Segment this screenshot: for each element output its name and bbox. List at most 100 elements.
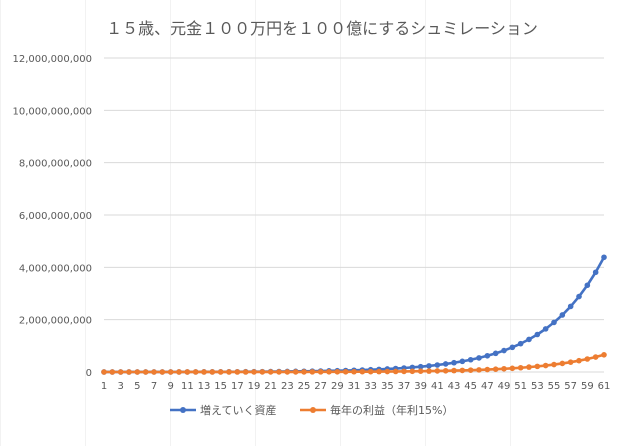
- data-point: [576, 293, 582, 300]
- data-point: [351, 368, 357, 375]
- data-point: [542, 326, 549, 332]
- x-tick-label: 25: [298, 381, 311, 392]
- data-point: [417, 368, 424, 375]
- data-point: [526, 336, 532, 343]
- series-layer: [101, 254, 607, 375]
- legend-label: 増えていく資産: [200, 404, 276, 417]
- data-point: [442, 361, 449, 367]
- x-tick-label: 53: [531, 381, 544, 392]
- x-tick-label: 31: [348, 381, 361, 392]
- data-point: [492, 366, 499, 373]
- data-point: [292, 369, 299, 375]
- data-point: [534, 363, 541, 370]
- series-line: [104, 256, 606, 374]
- legend: 増えていく資産 毎年の利益（年利15%）: [170, 403, 453, 417]
- y-tick-label: 0: [86, 368, 92, 379]
- data-point: [342, 368, 349, 375]
- x-tick-label: 61: [598, 381, 611, 392]
- x-tick-label: 29: [331, 381, 344, 392]
- data-point: [176, 369, 182, 375]
- chart-title: １５歳、元金１００万円を１００億にするシュミレーション: [106, 19, 538, 38]
- x-tick-label: 21: [264, 381, 277, 392]
- data-point: [117, 369, 124, 375]
- x-tick-label: 3: [117, 381, 123, 392]
- data-point: [217, 369, 224, 375]
- data-point: [501, 365, 507, 372]
- legend-item: 増えていく資産: [170, 404, 276, 417]
- data-point: [584, 356, 591, 362]
- x-tick-label: 57: [564, 381, 577, 392]
- data-point: [467, 367, 474, 373]
- data-point: [101, 369, 107, 375]
- x-tick-label: 59: [581, 381, 594, 392]
- data-point: [434, 368, 441, 374]
- data-point: [167, 369, 174, 375]
- x-tick-label: 17: [231, 381, 244, 392]
- data-point: [284, 369, 291, 375]
- data-point: [234, 369, 241, 375]
- y-tick-label: 8,000,000,000: [19, 159, 92, 170]
- data-point: [534, 331, 541, 338]
- x-tick-label: 35: [381, 381, 394, 392]
- series-1: [101, 254, 607, 375]
- y-gridlines: [104, 57, 604, 321]
- data-point: [151, 369, 157, 375]
- data-point: [192, 369, 199, 375]
- data-point: [559, 312, 566, 318]
- data-point: [367, 368, 374, 375]
- data-point: [242, 369, 249, 375]
- spreadsheet-gridlines: [0, 0, 511, 446]
- x-tick-label: 27: [314, 381, 327, 392]
- data-point: [459, 367, 466, 374]
- data-point: [551, 361, 557, 368]
- x-tick-label: 49: [498, 381, 511, 392]
- x-tick-label: 7: [151, 381, 157, 392]
- data-point: [326, 369, 332, 375]
- data-point: [276, 369, 282, 375]
- data-point: [517, 364, 524, 371]
- data-point: [201, 369, 207, 375]
- x-tick-label: 1: [101, 381, 107, 392]
- x-tick-label: 23: [281, 381, 294, 392]
- data-point: [592, 354, 599, 360]
- data-point: [501, 347, 507, 354]
- data-point: [401, 368, 407, 375]
- data-point: [392, 368, 399, 375]
- legend-marker: [180, 407, 186, 413]
- x-tick-label: 43: [448, 381, 461, 392]
- data-point: [484, 352, 491, 359]
- x-tick-label: 51: [514, 381, 527, 392]
- data-point: [251, 369, 257, 375]
- y-tick-label: 2,000,000,000: [19, 316, 92, 327]
- legend-label: 毎年の利益（年利15%）: [330, 403, 453, 417]
- x-tick-label: 41: [431, 381, 444, 392]
- legend-marker: [310, 407, 316, 413]
- data-point: [134, 369, 141, 375]
- data-point: [359, 368, 366, 375]
- data-point: [142, 369, 149, 375]
- data-point: [509, 365, 516, 372]
- data-point: [126, 369, 132, 375]
- x-tick-label: 11: [181, 381, 194, 392]
- data-point: [584, 282, 591, 289]
- data-point: [542, 362, 549, 369]
- y-tick-label: 6,000,000,000: [19, 211, 92, 222]
- x-tick-label: 47: [481, 381, 494, 392]
- x-tick-label: 5: [134, 381, 140, 392]
- x-tick-label: 39: [414, 381, 427, 392]
- data-point: [509, 344, 516, 351]
- y-tick-label: 10,000,000,000: [12, 106, 92, 117]
- data-point: [384, 368, 391, 375]
- data-point: [209, 369, 216, 375]
- legend-item: 毎年の利益（年利15%）: [300, 403, 453, 417]
- data-point: [409, 368, 416, 375]
- data-point: [592, 269, 599, 276]
- y-tick-label: 12,000,000,000: [12, 54, 92, 65]
- data-point: [426, 363, 432, 369]
- data-point: [476, 367, 482, 373]
- x-tick-label: 19: [248, 381, 261, 392]
- series-2: [101, 351, 607, 375]
- data-point: [301, 369, 307, 375]
